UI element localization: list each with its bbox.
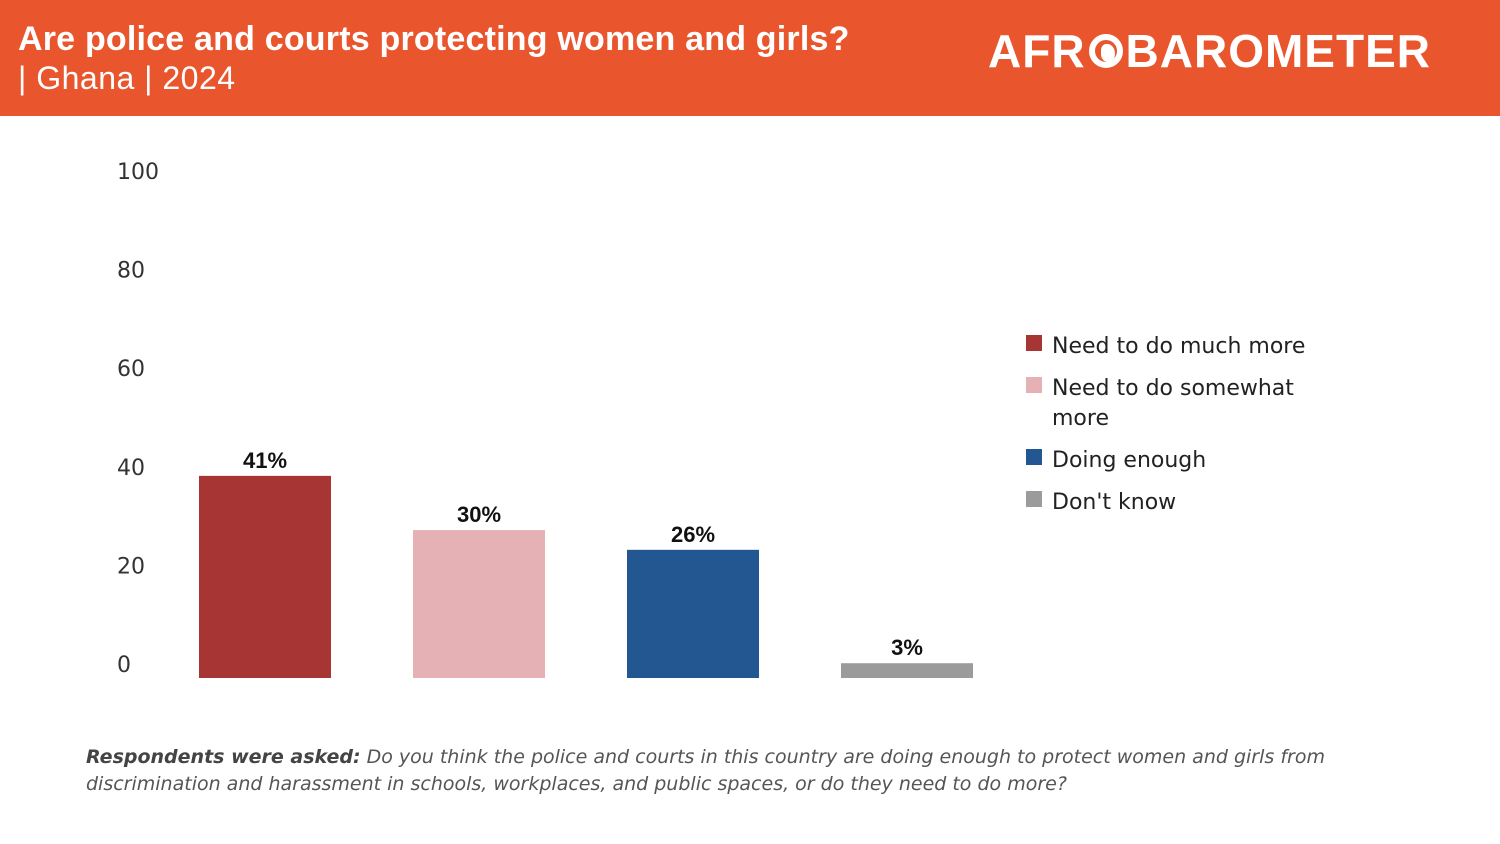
- logo-text-end: BAROMETER: [1125, 25, 1431, 77]
- legend-label: Don't know: [1052, 490, 1177, 515]
- survey-question-footnote: Respondents were asked: Do you think the…: [86, 744, 1416, 798]
- y-tick-label: 100: [117, 160, 159, 185]
- bar-need-to-do-much-more: [199, 475, 331, 678]
- chart-title: Are police and courts protecting women a…: [18, 20, 850, 58]
- legend-swatch-somewhat-more: [1026, 377, 1042, 393]
- data-label: 41%: [243, 448, 287, 473]
- data-label: 30%: [457, 502, 501, 527]
- legend-label: Need to do much more: [1052, 334, 1306, 359]
- legend: Need to do much more Need to do somewhat…: [1026, 332, 1356, 530]
- footnote-text: Do you think the police and courts in th…: [86, 746, 1325, 795]
- legend-item-somewhat-more: Need to do somewhat more: [1026, 374, 1356, 434]
- header-banner: Are police and courts protecting women a…: [0, 0, 1500, 116]
- data-label: 26%: [671, 522, 715, 547]
- legend-label: Doing enough: [1052, 448, 1207, 473]
- data-label: 3%: [891, 635, 923, 660]
- logo-text-start: AFR: [988, 25, 1086, 77]
- y-tick-label: 80: [117, 259, 145, 284]
- africa-globe-icon: [1088, 34, 1123, 68]
- legend-label: Need to do somewhat more: [1052, 376, 1294, 431]
- legend-item-much-more: Need to do much more: [1026, 332, 1356, 362]
- bar-don-t-know: [841, 663, 973, 678]
- legend-swatch-doing-enough: [1026, 449, 1042, 465]
- y-tick-label: 40: [117, 456, 145, 481]
- bar-need-to-do-somewhat-more: [413, 530, 545, 678]
- y-tick-label: 0: [117, 653, 131, 678]
- legend-item-dont-know: Don't know: [1026, 488, 1356, 518]
- y-tick-label: 60: [117, 357, 145, 382]
- footnote-lead: Respondents were asked:: [86, 746, 361, 768]
- bar-doing-enough: [627, 549, 759, 678]
- chart-subtitle: | Ghana | 2024: [18, 60, 236, 96]
- y-tick-label: 20: [117, 554, 145, 579]
- legend-item-doing-enough: Doing enough: [1026, 446, 1356, 476]
- afrobarometer-logo: AFR BAROMETER: [988, 24, 1431, 78]
- bar-chart: 0 20 40 60 80 100 41% 30% 26% 3%: [117, 160, 973, 678]
- legend-swatch-much-more: [1026, 335, 1042, 351]
- legend-swatch-dont-know: [1026, 491, 1042, 507]
